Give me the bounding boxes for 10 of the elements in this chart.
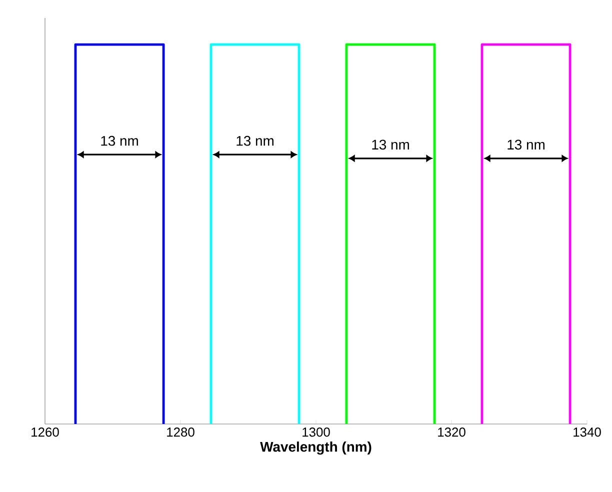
annotation: 13 nm: [236, 136, 274, 146]
annotation: 13 nm: [508, 140, 544, 150]
x-tick-label: 1280: [167, 428, 194, 437]
x-tick-label: 1260: [32, 428, 59, 437]
x-tick-label: 1300: [302, 428, 330, 437]
x-tick-label: 1340: [574, 428, 601, 437]
annotation: 13 nm: [372, 140, 409, 150]
annotation: 13 nm: [101, 136, 138, 146]
x-axis-title: Wavelength (nm): [260, 442, 372, 455]
x-tick-label: 1320: [438, 428, 466, 437]
